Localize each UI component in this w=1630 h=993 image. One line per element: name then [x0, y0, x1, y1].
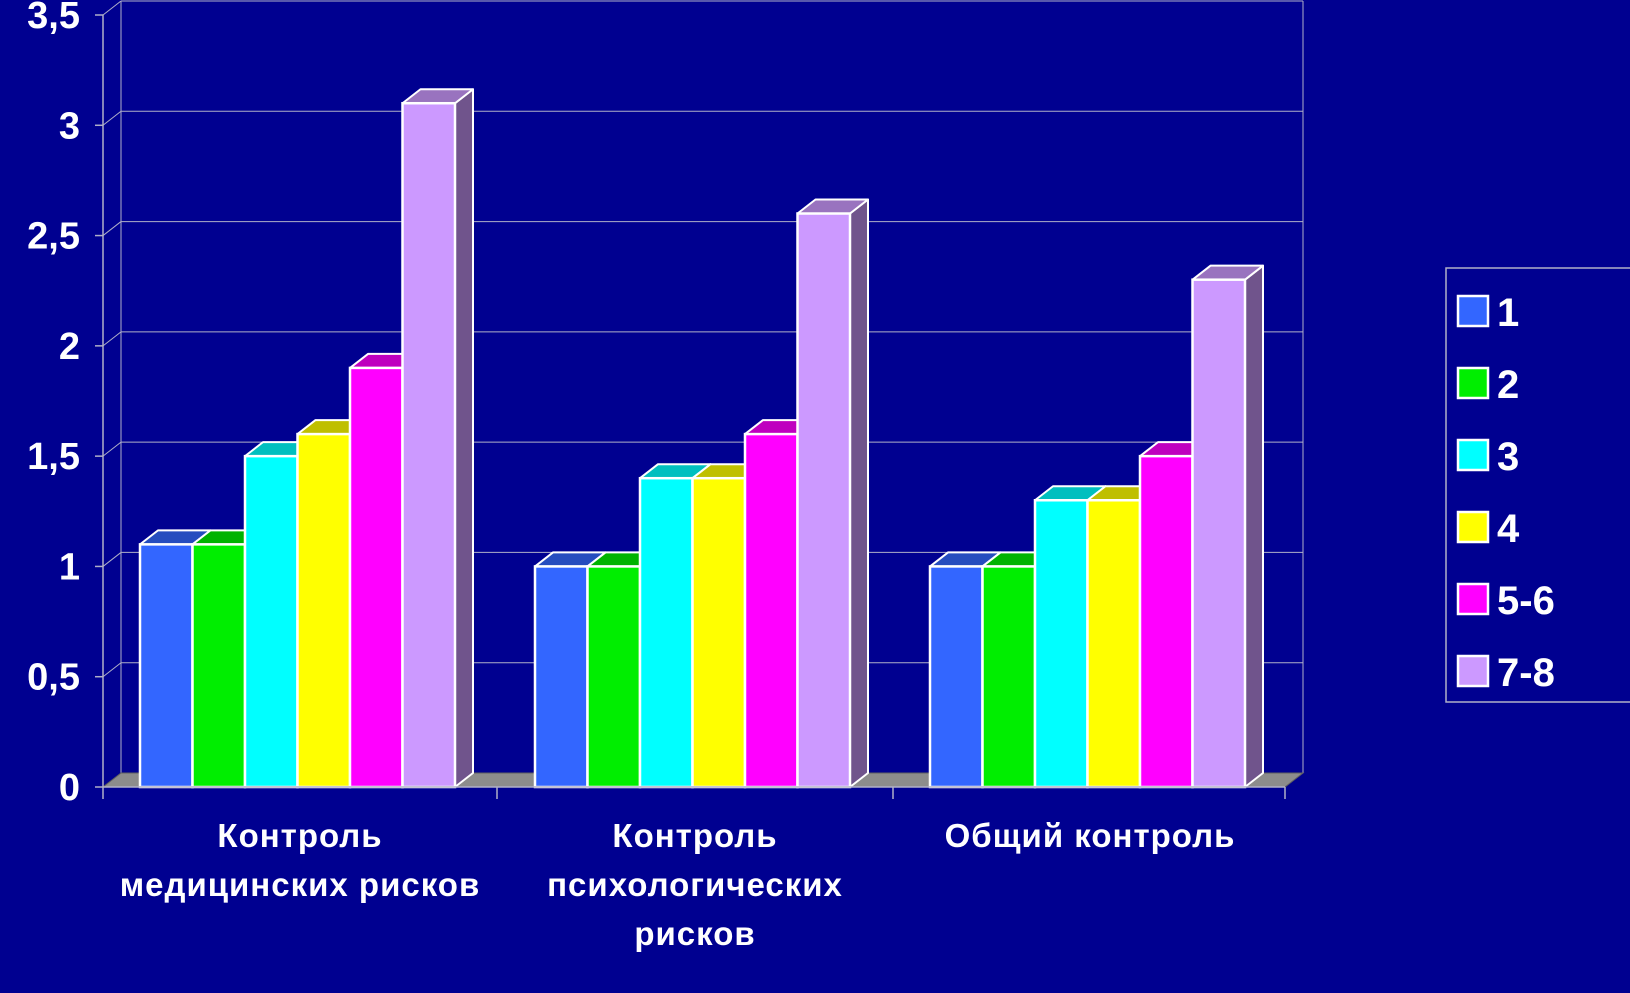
legend-item: 3 — [1456, 435, 1519, 479]
bar-front — [1086, 499, 1142, 789]
legend-label: 5-6 — [1497, 579, 1555, 623]
bar-front — [586, 565, 642, 789]
legend-item: 7-8 — [1456, 651, 1555, 695]
legend-swatch — [1456, 366, 1490, 400]
y-tick-label: 3,5 — [27, 0, 80, 37]
bar-front — [1191, 278, 1247, 789]
y-tick-label: 3 — [59, 105, 80, 147]
bar-side — [1244, 264, 1264, 788]
legend-swatch — [1456, 438, 1490, 472]
legend-swatch — [1456, 654, 1490, 688]
bar-front — [348, 366, 404, 789]
legend-swatch — [1456, 294, 1490, 328]
axis-layer: 0 0,5 1 1,5 2 2,5 3 3,5 Контроль медицинских риск… — [27, 0, 1286, 952]
legend-swatch — [1456, 582, 1490, 616]
bar — [1191, 264, 1264, 789]
y-tick-label: 2,5 — [27, 216, 80, 258]
legend-label: 7-8 — [1497, 651, 1555, 695]
bar-front — [533, 565, 589, 789]
y-tick-label: 1,5 — [27, 436, 80, 478]
bar-front — [928, 565, 984, 789]
bar-front — [743, 432, 799, 789]
gridline-side — [102, 552, 122, 567]
bar-front — [1033, 499, 1089, 789]
legend-item: 2 — [1456, 363, 1519, 407]
bar-front — [401, 101, 457, 789]
gridline-side — [102, 221, 122, 236]
x-tick-label: рисков — [634, 915, 755, 952]
gridline-side — [102, 0, 122, 16]
y-tick-label: 2 — [59, 326, 80, 368]
gridline-side — [102, 662, 122, 678]
bar-side — [454, 88, 474, 788]
bar-front — [138, 543, 194, 789]
legend-label: 2 — [1497, 363, 1519, 407]
x-tick-label: психологических — [547, 866, 843, 903]
legend-item: 5-6 — [1456, 579, 1555, 623]
bar-front — [796, 212, 852, 789]
gridline-side — [102, 331, 122, 347]
legend-swatch — [1456, 510, 1490, 544]
x-tick-label: медицинских рисков — [120, 866, 481, 903]
y-tick-label: 1 — [59, 546, 80, 588]
bar — [796, 198, 869, 789]
bar-front — [981, 565, 1037, 789]
y-tick-label: 0,5 — [27, 657, 80, 699]
legend-label: 4 — [1497, 507, 1520, 551]
x-tick-label: Контроль — [217, 817, 382, 854]
bar-front — [296, 432, 352, 789]
legend-box — [1445, 267, 1630, 703]
bar-front — [638, 476, 694, 789]
bar-side — [849, 198, 869, 788]
y-tick-label: 0 — [59, 767, 80, 809]
bar-front — [1138, 454, 1194, 789]
bar-front — [691, 476, 747, 789]
legend: 1 2 3 4 5-6 7-8 — [1445, 267, 1630, 703]
x-tick-label: Общий контроль — [945, 817, 1236, 854]
legend-item: 1 — [1456, 291, 1519, 335]
bar — [401, 88, 474, 789]
gridline-side — [102, 441, 122, 457]
bar-front — [191, 543, 247, 789]
bars-layer — [138, 88, 1264, 789]
legend-item: 4 — [1456, 507, 1520, 551]
x-tick-label: Контроль — [612, 817, 777, 854]
legend-label: 3 — [1497, 435, 1519, 479]
legend-label: 1 — [1497, 291, 1519, 335]
gridline-side — [102, 110, 122, 126]
bar-front — [243, 454, 299, 789]
